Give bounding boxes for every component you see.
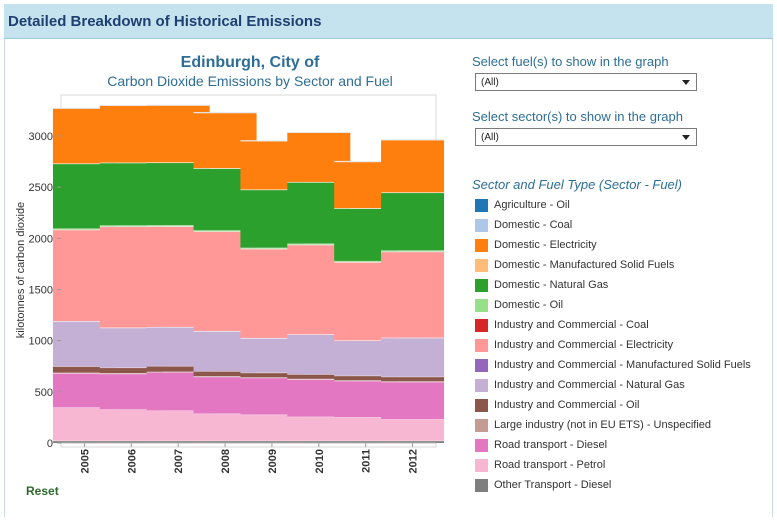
legend-label: Large industry (not in EU ETS) - Unspeci… [494, 419, 712, 431]
chart-subtitle: Carbon Dioxide Emissions by Sector and F… [107, 73, 393, 89]
legend-label: Industry and Commercial - Manufactured S… [494, 359, 751, 371]
fuel-filter-label: Select fuel(s) to show in the graph [472, 54, 669, 69]
legend-label: Industry and Commercial - Oil [494, 399, 640, 411]
legend-swatch [475, 259, 488, 272]
legend-label: Road transport - Petrol [494, 459, 606, 471]
bar-segment[interactable] [52, 366, 116, 373]
legend-label: Domestic - Oil [494, 299, 564, 311]
bar-segment[interactable] [381, 192, 445, 251]
header-banner: Detailed Breakdown of Historical Emissio… [4, 4, 773, 39]
fuel-filter-value: (All) [481, 77, 499, 88]
bar-segment[interactable] [240, 372, 304, 378]
legend-swatch [475, 219, 488, 232]
x-tick-label: 2012 [408, 449, 420, 473]
sector-filter-value: (All) [481, 132, 499, 143]
right-divider [772, 39, 773, 517]
legend-swatch [475, 379, 488, 392]
legend-swatch [475, 439, 488, 452]
legend-label: Domestic - Electricity [494, 239, 597, 251]
x-tick-label: 2006 [126, 449, 138, 473]
legend-swatch [475, 359, 488, 372]
bar-segment[interactable] [99, 367, 163, 374]
x-tick-label: 2010 [314, 449, 326, 473]
legend-label: Domestic - Natural Gas [494, 279, 609, 291]
chevron-down-icon [682, 80, 690, 85]
legend-label: Industry and Commercial - Coal [494, 319, 649, 331]
bar-segment[interactable] [240, 440, 304, 443]
bar-segment[interactable] [381, 376, 445, 382]
bar-segment[interactable] [146, 440, 210, 443]
x-tick-label: 2009 [267, 449, 279, 473]
bar-segment[interactable] [381, 440, 445, 443]
chevron-down-icon [682, 135, 690, 140]
legend-label: Industry and Commercial - Natural Gas [494, 379, 685, 391]
reset-button[interactable]: Reset [26, 484, 59, 498]
y-tick-label: 2500 [29, 182, 53, 194]
legend-label: Domestic - Manufactured Solid Fuels [494, 259, 675, 271]
bar-segment[interactable] [287, 243, 351, 245]
bar-segment[interactable] [99, 440, 163, 443]
legend-swatch [475, 319, 488, 332]
bar-segment[interactable] [334, 375, 398, 381]
left-divider [4, 39, 5, 517]
legend-title: Sector and Fuel Type (Sector - Fuel) [472, 177, 683, 192]
y-axis-label: kilotonnes of carbon dioxide [15, 202, 27, 338]
legend-swatch [475, 479, 488, 492]
bar-segment[interactable] [381, 338, 445, 377]
y-tick-label: 500 [35, 387, 53, 399]
bar-segment[interactable] [193, 440, 257, 443]
sector-filter-dropdown[interactable]: (All) [475, 128, 697, 146]
bar-segment[interactable] [240, 247, 304, 249]
bar-segment[interactable] [381, 382, 445, 420]
bar-segment[interactable] [52, 440, 116, 443]
page-title: Detailed Breakdown of Historical Emissio… [8, 13, 322, 30]
stacked-bar-chart: 0 500 1000 1500 2000 2500 3000 2005 2006 2007 200… [15, 94, 445, 473]
legend-swatch [475, 239, 488, 252]
legend-swatch [475, 199, 488, 212]
legend-swatch [475, 459, 488, 472]
bar-segment[interactable] [52, 228, 116, 230]
bar-segment[interactable] [146, 225, 210, 227]
legend-label: Other Transport - Diesel [494, 479, 612, 491]
legend-swatch [475, 299, 488, 312]
sector-filter-label: Select sector(s) to show in the graph [472, 109, 683, 124]
chart-title: Edinburgh, City of [180, 54, 320, 71]
bar-segment[interactable] [287, 440, 351, 443]
legend-swatch [475, 339, 488, 352]
bar-segment[interactable] [334, 261, 398, 263]
y-tick-label: 2000 [29, 233, 53, 245]
bar-segment[interactable] [193, 371, 257, 377]
x-tick-label: 2008 [220, 449, 232, 473]
y-tick-label: 1000 [29, 336, 53, 348]
legend-label: Road transport - Diesel [494, 439, 608, 451]
legend-label: Domestic - Coal [494, 219, 573, 231]
legend-swatch [475, 279, 488, 292]
x-tick-label: 2005 [79, 449, 91, 473]
bar-segment[interactable] [381, 251, 445, 338]
y-tick-label: 1500 [29, 284, 53, 296]
bar-segment[interactable] [381, 250, 445, 252]
legend-swatch [475, 399, 488, 412]
y-tick-label: 3000 [29, 131, 53, 143]
x-tick-label: 2011 [361, 449, 373, 473]
fuel-filter-dropdown[interactable]: (All) [475, 73, 697, 91]
bar-segment[interactable] [381, 140, 445, 193]
legend-label: Industry and Commercial - Electricity [494, 339, 674, 351]
legend-label: Agriculture - Oil [494, 199, 570, 211]
bar-segment[interactable] [146, 366, 210, 372]
legend-swatch [475, 419, 488, 432]
bar-segment[interactable] [99, 225, 163, 227]
bar-segment[interactable] [193, 230, 257, 232]
y-tick-label: 0 [47, 438, 53, 450]
bar-segment[interactable] [334, 440, 398, 443]
x-tick-label: 2007 [173, 449, 185, 473]
bar-segment[interactable] [381, 419, 445, 441]
bar-segment[interactable] [287, 374, 351, 380]
